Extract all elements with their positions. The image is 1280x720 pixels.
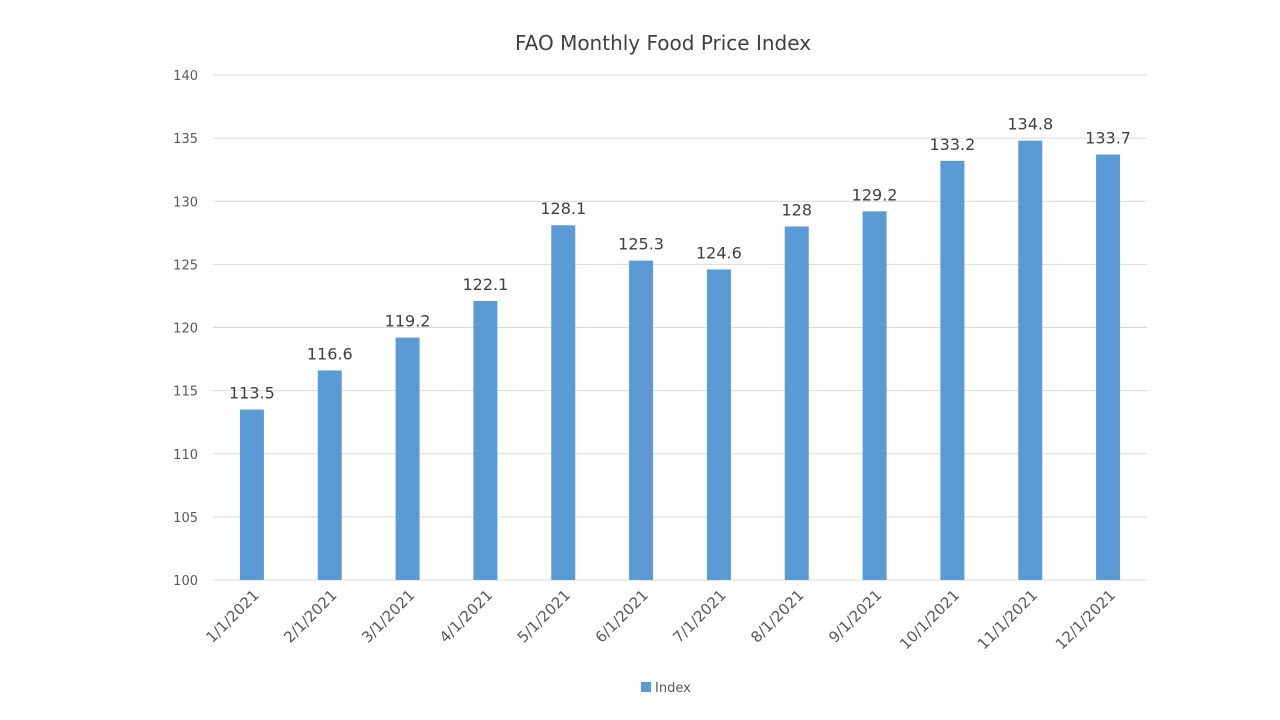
y-tick-label: 130 bbox=[173, 195, 198, 210]
y-tick-label: 105 bbox=[173, 511, 198, 526]
data-label: 129.2 bbox=[852, 185, 898, 204]
bar bbox=[1018, 140, 1043, 580]
y-tick-label: 125 bbox=[173, 258, 198, 273]
y-tick-label: 110 bbox=[173, 448, 198, 463]
bar bbox=[940, 160, 965, 580]
data-label: 128 bbox=[781, 201, 812, 220]
bar bbox=[1096, 154, 1121, 580]
y-tick-label: 100 bbox=[173, 574, 198, 589]
x-tick-label: 6/1/2021 bbox=[592, 586, 652, 646]
data-label: 125.3 bbox=[618, 235, 664, 254]
x-tick-label: 11/1/2021 bbox=[974, 586, 1041, 653]
x-tick-label: 1/1/2021 bbox=[202, 586, 262, 646]
bar bbox=[317, 370, 342, 580]
x-tick-label: 5/1/2021 bbox=[514, 586, 574, 646]
x-tick-label: 7/1/2021 bbox=[669, 586, 729, 646]
bar bbox=[706, 269, 731, 580]
data-label: 124.6 bbox=[696, 243, 742, 262]
x-tick-label: 4/1/2021 bbox=[436, 586, 496, 646]
data-label: 133.7 bbox=[1085, 129, 1131, 148]
legend-swatch bbox=[641, 682, 651, 692]
data-label: 128.1 bbox=[540, 199, 586, 218]
legend-label: Index bbox=[655, 681, 691, 696]
bar bbox=[239, 409, 264, 580]
y-tick-label: 135 bbox=[173, 132, 198, 147]
y-tick-label: 140 bbox=[173, 69, 198, 84]
bar bbox=[862, 211, 887, 580]
x-tick-label: 3/1/2021 bbox=[358, 586, 418, 646]
y-tick-label: 120 bbox=[173, 322, 198, 337]
data-label: 119.2 bbox=[385, 312, 431, 331]
x-tick-label: 12/1/2021 bbox=[1052, 586, 1119, 653]
chart-title: FAO Monthly Food Price Index bbox=[515, 31, 811, 55]
bar bbox=[629, 260, 654, 580]
data-label: 122.1 bbox=[463, 275, 509, 294]
x-axis-ticks: 1/1/2021 2/1/2021 3/1/2021 4/1/2021 5/1/2021… bbox=[202, 586, 1119, 653]
gridlines bbox=[213, 74, 1147, 581]
legend: Index bbox=[641, 681, 691, 696]
x-tick-label: 9/1/2021 bbox=[825, 586, 885, 646]
data-label: 113.5 bbox=[229, 384, 275, 403]
data-labels: 113.5 116.6 119.2 122.1 128.1 125.3 124.6 128 12… bbox=[229, 115, 1131, 403]
bar bbox=[473, 300, 498, 580]
bar bbox=[551, 225, 576, 581]
bars bbox=[239, 140, 1121, 581]
x-tick-label: 2/1/2021 bbox=[280, 586, 340, 646]
bar bbox=[395, 337, 420, 580]
data-label: 116.6 bbox=[307, 344, 353, 363]
data-label: 134.8 bbox=[1007, 115, 1053, 134]
y-axis-ticks: 100 105 110 115 120 125 130 135 140 bbox=[173, 69, 198, 589]
x-tick-label: 8/1/2021 bbox=[747, 586, 807, 646]
y-tick-label: 115 bbox=[173, 385, 198, 400]
data-label: 133.2 bbox=[930, 135, 976, 154]
bar bbox=[784, 226, 809, 580]
x-tick-label: 10/1/2021 bbox=[896, 586, 963, 653]
